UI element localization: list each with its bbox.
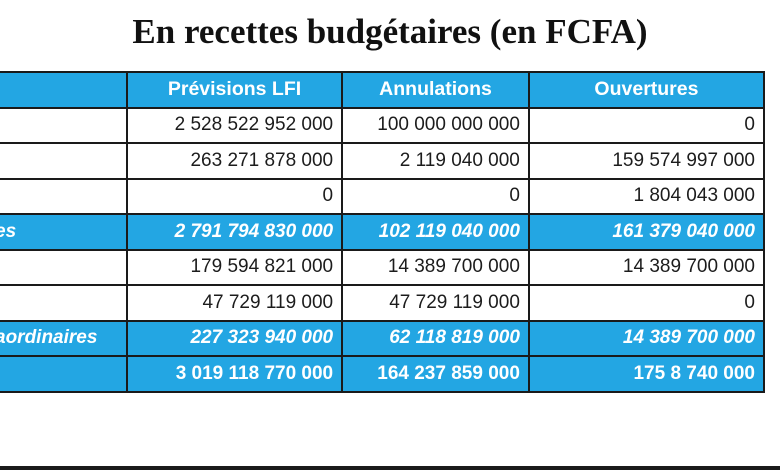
- total-row: 3 019 118 770 000 164 237 859 000 175 8 74…: [0, 355, 766, 393]
- previsions-cell: 3 019 118 770 000: [125, 355, 344, 393]
- ouvertures-cell: 0: [527, 284, 766, 322]
- row-label-cell: es: [0, 213, 128, 251]
- annulations-cell: 2 119 040 000: [341, 142, 530, 180]
- annulations-cell: 14 389 700 000: [341, 248, 530, 286]
- annulations-cell: 0: [341, 177, 530, 215]
- ouvertures-cell: 0: [527, 106, 766, 144]
- ouvertures-cell: 161 379 040 000: [527, 213, 766, 251]
- annulations-cell: 62 118 819 000: [341, 319, 530, 357]
- table-row: 47 729 119 000 47 729 119 000 0: [0, 284, 766, 322]
- header-annulations: Annulations: [341, 71, 530, 109]
- page-title: En recettes budgétaires (en FCFA): [132, 12, 648, 51]
- table-row: 2 528 522 952 000 100 000 000 000 0: [0, 106, 766, 144]
- previsions-cell: 227 323 940 000: [125, 319, 344, 357]
- annulations-cell: 102 119 040 000: [341, 213, 530, 251]
- header-ouvertures: Ouvertures: [527, 71, 766, 109]
- annulations-cell: 47 729 119 000: [341, 284, 530, 322]
- row-label-cell: [0, 248, 128, 286]
- ouvertures-cell: 14 389 700 000: [527, 319, 766, 357]
- table-body: 2 528 522 952 000 100 000 000 000 0 263 271…: [0, 106, 766, 393]
- previsions-cell: 179 594 821 000: [125, 248, 344, 286]
- table-header-row: Prévisions LFI Annulations Ouvertures: [0, 71, 766, 109]
- budget-table: Prévisions LFI Annulations Ouvertures 2 …: [0, 71, 766, 393]
- header-label: [0, 71, 128, 109]
- previsions-cell: 0: [125, 177, 344, 215]
- annulations-cell: 100 000 000 000: [341, 106, 530, 144]
- table-row: 263 271 878 000 2 119 040 000 159 574 997 …: [0, 142, 766, 180]
- header-previsions: Prévisions LFI: [125, 71, 344, 109]
- subtotal-row: aordinaires 227 323 940 000 62 118 819 000…: [0, 319, 766, 357]
- ouvertures-cell: 14 389 700 000: [527, 248, 766, 286]
- annulations-cell: 164 237 859 000: [341, 355, 530, 393]
- row-label-cell: [0, 106, 128, 144]
- previsions-cell: 2 791 794 830 000: [125, 213, 344, 251]
- table-row: 179 594 821 000 14 389 700 000 14 389 700 …: [0, 248, 766, 286]
- previsions-cell: 47 729 119 000: [125, 284, 344, 322]
- bottom-divider: [0, 466, 780, 470]
- row-label-cell: [0, 142, 128, 180]
- ouvertures-cell: 175 8 740 000: [527, 355, 766, 393]
- ouvertures-cell: 1 804 043 000: [527, 177, 766, 215]
- row-label-cell: [0, 284, 128, 322]
- row-label-cell: [0, 177, 128, 215]
- previsions-cell: 263 271 878 000: [125, 142, 344, 180]
- budget-table-container: Prévisions LFI Annulations Ouvertures 2 …: [0, 71, 780, 466]
- previsions-cell: 2 528 522 952 000: [125, 106, 344, 144]
- row-label-cell: aordinaires: [0, 319, 128, 357]
- row-label-cell: [0, 355, 128, 393]
- ouvertures-cell: 159 574 997 000: [527, 142, 766, 180]
